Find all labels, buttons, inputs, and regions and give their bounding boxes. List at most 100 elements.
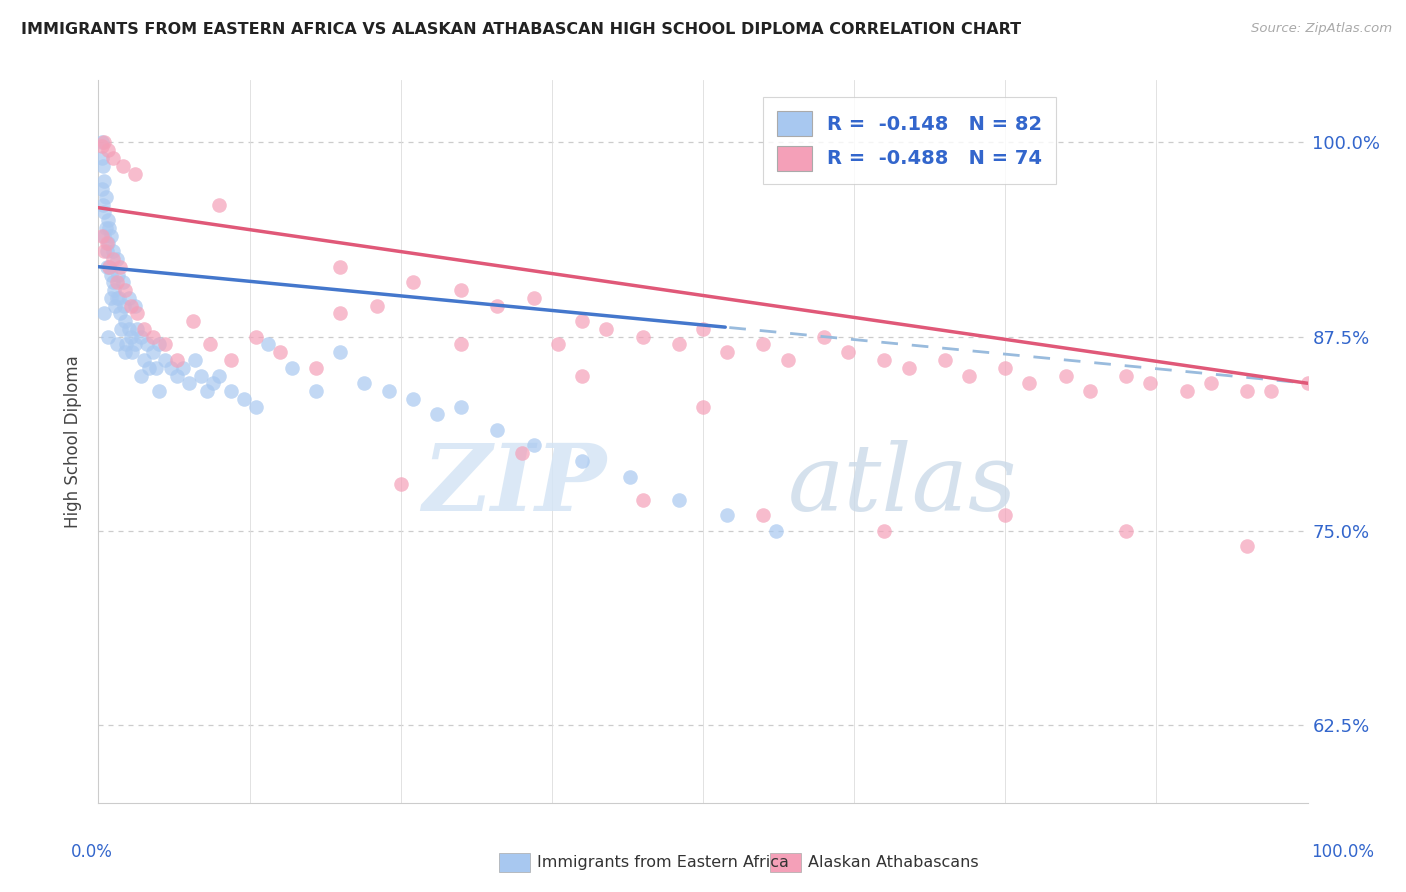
Point: [93, 228, 115, 243]
Point: [1260, 384, 1282, 398]
Point: [1018, 376, 1040, 391]
Point: [124, 337, 146, 351]
Point: [96, 244, 118, 259]
Point: [256, 337, 278, 351]
Point: [91, 197, 114, 211]
Point: [91, 138, 114, 153]
Text: atlas: atlas: [787, 440, 1017, 530]
Point: [98, 260, 121, 274]
Point: [934, 353, 956, 368]
Point: [450, 400, 472, 414]
Point: [98, 260, 121, 274]
Point: [1078, 384, 1101, 398]
Point: [101, 252, 124, 266]
Point: [91, 159, 114, 173]
Point: [221, 353, 243, 368]
Point: [1175, 384, 1198, 398]
Point: [160, 360, 183, 375]
Point: [142, 345, 165, 359]
Point: [619, 469, 641, 483]
Point: [329, 260, 352, 274]
Point: [124, 167, 146, 181]
Point: [716, 508, 738, 523]
Point: [776, 353, 799, 368]
Point: [97, 329, 120, 343]
Point: [571, 454, 593, 468]
Point: [105, 275, 128, 289]
Point: [110, 322, 132, 336]
Point: [269, 345, 291, 359]
Point: [129, 329, 152, 343]
Point: [153, 337, 176, 351]
Point: [118, 291, 141, 305]
Point: [1115, 368, 1137, 383]
Point: [97, 143, 120, 157]
Point: [121, 345, 143, 359]
Point: [208, 197, 231, 211]
Point: [994, 360, 1017, 375]
Point: [305, 384, 328, 398]
Point: [221, 384, 243, 398]
Point: [107, 268, 129, 282]
Point: [450, 337, 472, 351]
Point: [96, 260, 118, 274]
Point: [184, 353, 207, 368]
Point: [166, 353, 188, 368]
Point: [510, 446, 533, 460]
Point: [329, 306, 352, 320]
Point: [208, 368, 231, 383]
Point: [873, 524, 896, 538]
Point: [135, 337, 157, 351]
Point: [366, 299, 388, 313]
Y-axis label: High School Diploma: High School Diploma: [65, 355, 83, 528]
Point: [765, 524, 787, 538]
Point: [547, 337, 569, 351]
Point: [134, 322, 156, 336]
Point: [91, 136, 114, 150]
Point: [93, 244, 115, 259]
Point: [100, 291, 122, 305]
Point: [120, 329, 142, 343]
Text: Immigrants from Eastern Africa: Immigrants from Eastern Africa: [537, 855, 789, 870]
Point: [389, 477, 412, 491]
Point: [105, 291, 128, 305]
Point: [179, 376, 201, 391]
Point: [93, 136, 115, 150]
Point: [127, 322, 149, 336]
Point: [897, 360, 920, 375]
Point: [100, 228, 122, 243]
Point: [108, 260, 131, 274]
Point: [1236, 384, 1258, 398]
Point: [104, 299, 127, 313]
Point: [105, 252, 128, 266]
Point: [631, 492, 654, 507]
Point: [91, 182, 114, 196]
Point: [145, 360, 167, 375]
Legend: R =  -0.148   N = 82, R =  -0.488   N = 74: R = -0.148 N = 82, R = -0.488 N = 74: [763, 97, 1056, 184]
Point: [426, 408, 449, 422]
Point: [97, 213, 120, 227]
Point: [994, 508, 1017, 523]
Point: [305, 360, 328, 375]
Point: [127, 306, 149, 320]
Point: [91, 228, 114, 243]
Point: [813, 329, 835, 343]
Point: [402, 275, 425, 289]
Point: [245, 329, 267, 343]
Point: [752, 337, 775, 351]
Point: [1199, 376, 1222, 391]
Text: Source: ZipAtlas.com: Source: ZipAtlas.com: [1251, 22, 1392, 36]
Text: IMMIGRANTS FROM EASTERN AFRICA VS ALASKAN ATHABASCAN HIGH SCHOOL DIPLOMA CORRELA: IMMIGRANTS FROM EASTERN AFRICA VS ALASKA…: [21, 22, 1021, 37]
Point: [450, 283, 472, 297]
Point: [668, 492, 690, 507]
Point: [101, 151, 124, 165]
Point: [148, 384, 170, 398]
Text: 100.0%: 100.0%: [1312, 843, 1374, 861]
Point: [245, 400, 267, 414]
Text: Alaskan Athabascans: Alaskan Athabascans: [808, 855, 979, 870]
Point: [94, 190, 117, 204]
Point: [134, 353, 156, 368]
Point: [1236, 540, 1258, 554]
Point: [111, 159, 134, 173]
Point: [353, 376, 375, 391]
